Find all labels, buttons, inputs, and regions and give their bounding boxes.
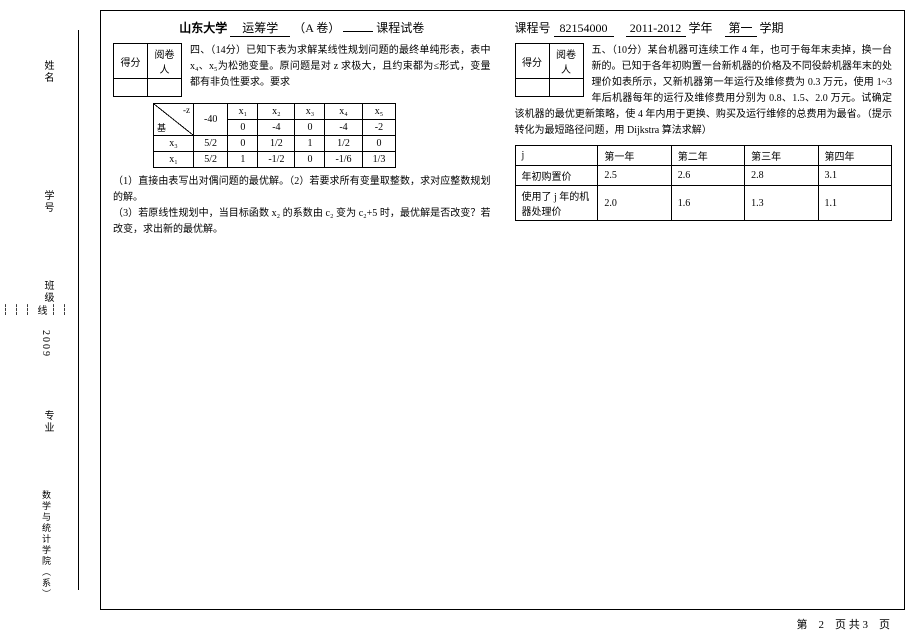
sidebar-dotted-seal: ┆┆ 线 ┆┆┆ 封 ┆┆┆ 密 ┆┆	[60, 30, 70, 590]
left-column: 山东大学 运筹学 （A 卷） 课程试卷 得分 阅卷人 四、（14分）已知下表为求…	[101, 11, 503, 609]
school-name: 山东大学	[179, 21, 227, 35]
label-year: 2009	[40, 330, 51, 358]
term: 第一	[725, 19, 757, 37]
q5-table: j 第一年 第二年 第三年 第四年 年初购置价 2.5 2.6 2.8 3.1 …	[515, 145, 893, 221]
binding-sidebar: 姓名 学号 班级 2009 专业 数学与统计学院（系） ┆┆ 线 ┆┆┆ 封 ┆…	[0, 0, 95, 620]
simplex-table: -z 基 -40 x₁ x₂ x₃ x₄ x₅ 0 -4 0 -4 -2 x₃ …	[153, 103, 396, 168]
header-right: 课程号 82154000 2011-2012 学年 第一 学期	[515, 19, 893, 37]
academic-year: 2011-2012	[626, 21, 686, 37]
course-number: 82154000	[554, 21, 614, 37]
header-left: 山东大学 运筹学 （A 卷） 课程试卷	[113, 19, 491, 37]
right-column: 课程号 82154000 2011-2012 学年 第一 学期 得分 阅卷人 五…	[503, 11, 905, 609]
page-frame: 山东大学 运筹学 （A 卷） 课程试卷 得分 阅卷人 四、（14分）已知下表为求…	[100, 10, 905, 610]
label-major: 专业	[40, 410, 55, 434]
label-name: 姓名	[40, 60, 55, 84]
score-label: 得分	[114, 44, 148, 79]
grader-label: 阅卷人	[148, 44, 182, 79]
simplex-corner: -z 基	[154, 104, 194, 136]
q4-sub2: （3）若原线性规划中，当目标函数 x₂ 的系数由 c₂ 变为 c₂+5 时，最优…	[113, 206, 491, 238]
score-box-right: 得分 阅卷人	[515, 43, 584, 97]
score-box-left: 得分 阅卷人	[113, 43, 182, 97]
paper-variant: （A 卷）	[293, 21, 340, 35]
label-class: 班级	[40, 280, 55, 304]
label-school: 数学与统计学院（系）	[40, 490, 53, 600]
seal-char-line: 线	[33, 305, 48, 315]
page-footer: 第 2 页 共 3 页	[797, 616, 891, 632]
sidebar-solid-line	[78, 30, 79, 590]
label-id: 学号	[40, 190, 55, 214]
course-name: 运筹学	[230, 19, 290, 37]
header-suffix: 课程试卷	[376, 21, 424, 35]
q4-sub1: （1）直接由表写出对偶问题的最优解。（2）若要求所有变量取整数，求对应整数规划的…	[113, 174, 491, 206]
